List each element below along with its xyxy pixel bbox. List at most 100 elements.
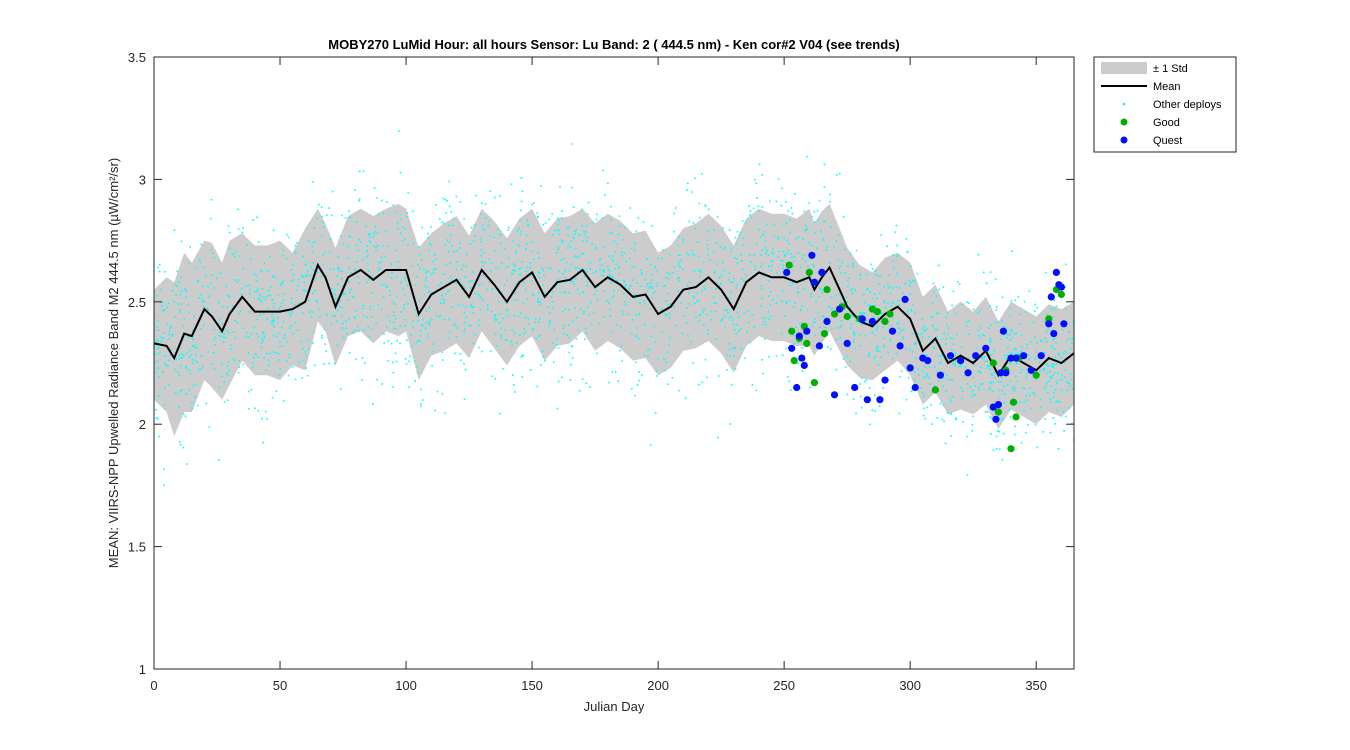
other-deploy-point bbox=[179, 390, 182, 392]
other-deploy-point bbox=[1046, 340, 1048, 343]
other-deploy-point bbox=[526, 219, 529, 221]
other-deploy-point bbox=[849, 252, 852, 255]
other-deploy-point bbox=[943, 420, 945, 422]
other-deploy-point bbox=[264, 298, 267, 301]
other-deploy-point bbox=[775, 302, 778, 304]
other-deploy-point bbox=[803, 210, 806, 213]
other-deploy-point bbox=[178, 358, 181, 360]
other-deploy-point bbox=[330, 323, 332, 326]
other-deploy-point bbox=[257, 335, 260, 338]
other-deploy-point bbox=[177, 392, 179, 395]
other-deploy-point bbox=[1033, 392, 1035, 394]
other-deploy-point bbox=[267, 270, 270, 272]
other-deploy-point bbox=[568, 270, 571, 272]
other-deploy-point bbox=[271, 397, 274, 399]
other-deploy-point bbox=[188, 356, 190, 358]
other-deploy-point bbox=[782, 354, 784, 357]
other-deploy-point bbox=[177, 371, 179, 373]
other-deploy-point bbox=[532, 327, 534, 330]
other-deploy-point bbox=[383, 283, 386, 286]
other-deploy-point bbox=[921, 336, 924, 339]
other-deploy-point bbox=[369, 308, 372, 310]
other-deploy-point bbox=[367, 234, 370, 236]
other-deploy-point bbox=[706, 254, 709, 256]
other-deploy-point bbox=[480, 254, 483, 257]
other-deploy-point bbox=[810, 295, 812, 298]
other-deploy-point bbox=[1066, 389, 1068, 392]
other-deploy-point bbox=[989, 271, 992, 273]
other-deploy-point bbox=[855, 412, 857, 415]
other-deploy-point bbox=[782, 259, 785, 262]
other-deploy-point bbox=[844, 271, 846, 274]
other-deploy-point bbox=[290, 269, 293, 271]
other-deploy-point bbox=[889, 292, 892, 295]
other-deploy-point bbox=[782, 267, 784, 270]
other-deploy-point bbox=[265, 296, 267, 299]
other-deploy-point bbox=[681, 332, 683, 334]
other-deploy-point bbox=[157, 366, 159, 369]
other-deploy-point bbox=[945, 343, 947, 345]
other-deploy-point bbox=[767, 254, 770, 256]
other-deploy-point bbox=[465, 266, 467, 268]
other-deploy-point bbox=[278, 307, 281, 310]
chart-title: MOBY270 LuMid Hour: all hours Sensor: Lu… bbox=[328, 37, 899, 52]
other-deploy-point bbox=[492, 236, 495, 238]
other-deploy-point bbox=[591, 323, 593, 326]
other-deploy-point bbox=[861, 324, 863, 326]
other-deploy-point bbox=[742, 268, 745, 271]
other-deploy-point bbox=[1070, 379, 1073, 381]
other-deploy-point bbox=[249, 288, 252, 291]
other-deploy-point bbox=[783, 223, 785, 226]
other-deploy-point bbox=[1029, 387, 1031, 389]
other-deploy-point bbox=[842, 216, 845, 218]
quest-point bbox=[888, 327, 897, 335]
other-deploy-point bbox=[515, 284, 518, 286]
other-deploy-point bbox=[812, 263, 814, 266]
other-deploy-point bbox=[730, 247, 733, 250]
other-deploy-point bbox=[911, 389, 914, 392]
other-deploy-point bbox=[673, 230, 675, 233]
other-deploy-point bbox=[178, 406, 180, 408]
other-deploy-point bbox=[640, 269, 642, 271]
good-point bbox=[790, 357, 798, 365]
other-deploy-point bbox=[228, 369, 230, 371]
other-deploy-point bbox=[728, 279, 730, 281]
other-deploy-point bbox=[989, 354, 991, 356]
other-deploy-point bbox=[908, 285, 911, 287]
other-deploy-point bbox=[201, 298, 204, 300]
other-deploy-point bbox=[710, 310, 713, 313]
other-deploy-point bbox=[811, 325, 813, 327]
other-deploy-point bbox=[873, 334, 876, 337]
other-deploy-point bbox=[947, 412, 949, 414]
other-deploy-point bbox=[365, 256, 368, 258]
other-deploy-point bbox=[730, 315, 732, 318]
other-deploy-point bbox=[286, 341, 288, 344]
other-deploy-point bbox=[1016, 353, 1018, 355]
other-deploy-point bbox=[676, 277, 679, 280]
other-deploy-point bbox=[191, 362, 194, 364]
other-deploy-point bbox=[863, 294, 865, 296]
other-deploy-point bbox=[227, 361, 230, 363]
other-deploy-point bbox=[484, 203, 487, 205]
other-deploy-point bbox=[342, 293, 345, 296]
other-deploy-point bbox=[1019, 313, 1022, 316]
other-deploy-point bbox=[1046, 372, 1048, 375]
other-deploy-point bbox=[939, 354, 941, 357]
other-deploy-point bbox=[1050, 307, 1052, 310]
other-deploy-point bbox=[399, 325, 402, 327]
other-deploy-point bbox=[748, 205, 750, 208]
other-deploy-point bbox=[408, 386, 410, 388]
other-deploy-point bbox=[837, 258, 840, 261]
other-deploy-point bbox=[1055, 363, 1058, 365]
other-deploy-point bbox=[266, 318, 269, 320]
other-deploy-point bbox=[348, 318, 351, 321]
other-deploy-point bbox=[322, 263, 325, 266]
other-deploy-point bbox=[964, 366, 967, 368]
other-deploy-point bbox=[341, 314, 343, 317]
other-deploy-point bbox=[232, 305, 234, 307]
other-deploy-point bbox=[873, 357, 876, 359]
other-deploy-point bbox=[421, 226, 423, 229]
other-deploy-point bbox=[464, 276, 467, 278]
other-deploy-point bbox=[411, 320, 414, 322]
other-deploy-point bbox=[516, 243, 519, 246]
